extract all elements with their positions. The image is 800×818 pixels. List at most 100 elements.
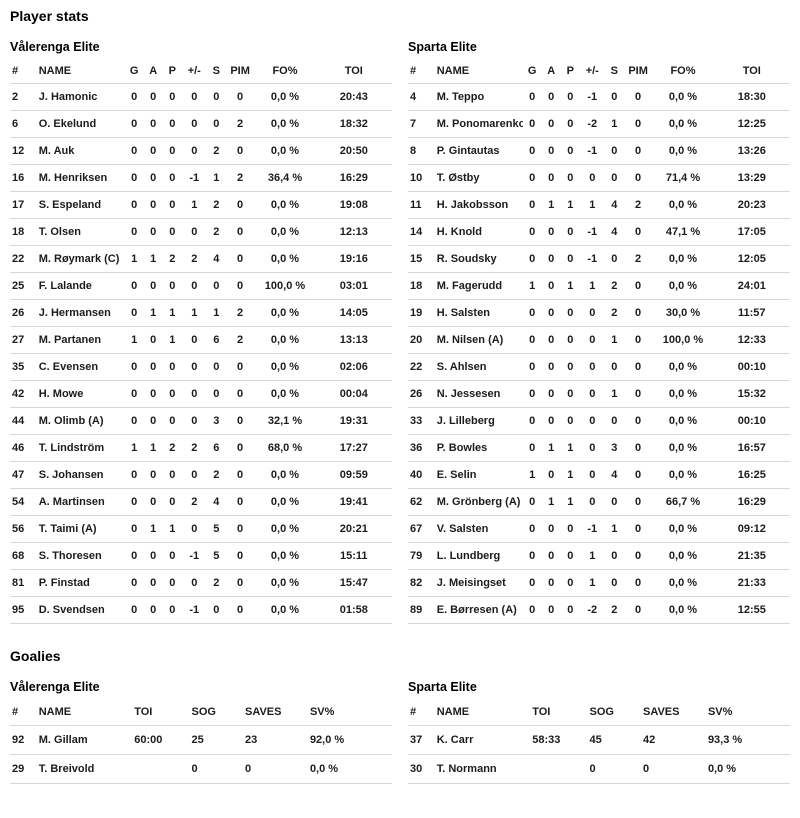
points-cell: 0 [162,542,182,570]
goalies-title: Goalies [10,648,61,664]
toi-cell: 58:33 [530,725,588,755]
pim-cell: 0 [225,515,255,543]
header-row: # NAME TOI SOG SAVES SV% [10,700,392,726]
shots-cell: 0 [206,353,226,381]
points-cell: 0 [560,326,580,354]
name-cell: M. Henriksen [36,164,125,192]
toi-cell [530,754,588,784]
fo-pct-cell: 0,0 % [652,515,714,543]
column-header-assists: A [143,60,163,84]
points-cell: 0 [162,380,182,408]
table-row: 20 M. Nilsen (A) 0 0 0 0 1 0 100,0 % 12:33 [408,326,790,354]
fo-pct-cell: 0,0 % [652,596,714,624]
plus-minus-cell: -1 [579,245,605,273]
column-header-saves: SAVES [243,700,308,726]
goals-cell: 0 [124,380,144,408]
fo-pct-cell: 0,0 % [254,110,316,138]
assists-cell: 0 [143,164,163,192]
points-cell: 0 [162,164,182,192]
table-row: 92 M. Gillam 60:00 25 23 92,0 % [10,725,392,755]
number-cell: 2 [10,83,37,111]
toi-cell: 12:25 [713,110,790,138]
table-row: 14 H. Knold 0 0 0 -1 4 0 47,1 % 17:05 [408,218,790,246]
name-cell: S. Thoresen [36,542,125,570]
fo-pct-cell: 0,0 % [652,542,714,570]
toi-cell: 20:21 [315,515,392,543]
points-cell: 0 [162,83,182,111]
shots-cell: 0 [206,596,226,624]
goals-cell: 0 [124,83,144,111]
name-cell: S. Espeland [36,191,125,219]
player-tables-grid: Vålerenga Elite # NAME G A P +/- S PIM FO% TOI 2 J.… [10,40,790,624]
table-row: 18 M. Fagerudd 1 0 1 1 2 0 0,0 % 24:01 [408,272,790,300]
goals-cell: 0 [522,542,542,570]
name-cell: O. Ekelund [36,110,125,138]
column-header-number: # [408,60,435,84]
sparta-player-table: # NAME G A P +/- S PIM FO% TOI 4 M. Teppo 0 0 0 -1 0 0 0,0… [408,60,790,624]
goals-cell: 0 [522,515,542,543]
points-cell: 0 [162,488,182,516]
assists-cell: 0 [143,596,163,624]
points-cell: 0 [560,569,580,597]
team-name-valerenga: Vålerenga Elite [10,40,100,54]
name-cell: A. Martinsen [36,488,125,516]
fo-pct-cell: 0,0 % [254,596,316,624]
shots-cell: 4 [206,245,226,273]
assists-cell: 0 [143,137,163,165]
toi-cell: 21:33 [713,569,790,597]
number-cell: 4 [408,83,435,111]
saves-cell: 0 [243,754,308,784]
sv-pct-cell: 0,0 % [307,754,392,784]
table-row: 22 M. Røymark (C) 1 1 2 2 4 0 0,0 % 19:16 [10,245,392,273]
toi-cell: 12:13 [315,218,392,246]
pim-cell: 0 [623,542,653,570]
sparta-player-section: Sparta Elite # NAME G A P +/- S PIM FO% TOI 4 M. Te… [408,40,790,624]
shots-cell: 0 [604,407,624,435]
points-cell: 0 [560,596,580,624]
assists-cell: 1 [541,488,561,516]
points-cell: 1 [162,326,182,354]
saves-cell: 42 [641,725,706,755]
name-cell: M. Ponomarenko [434,110,523,138]
shots-cell: 1 [604,326,624,354]
column-header-goals: G [124,60,144,84]
pim-cell: 0 [623,299,653,327]
plus-minus-cell: 0 [181,137,207,165]
points-cell: 0 [162,596,182,624]
column-header-name: NAME [434,60,523,84]
fo-pct-cell: 0,0 % [652,83,714,111]
pim-cell: 2 [623,245,653,273]
goals-cell: 0 [522,488,542,516]
sparta-goalie-section: Sparta Elite # NAME TOI SOG SAVES SV% 37 K. Car… [408,680,790,784]
fo-pct-cell: 0,0 % [652,272,714,300]
column-header-pim: PIM [225,60,255,84]
plus-minus-cell: 1 [181,299,207,327]
name-cell: J. Hamonic [36,83,125,111]
shots-cell: 4 [206,488,226,516]
fo-pct-cell: 71,4 % [652,164,714,192]
table-row: 12 M. Auk 0 0 0 0 2 0 0,0 % 20:50 [10,137,392,165]
plus-minus-cell: 0 [579,380,605,408]
pim-cell: 0 [225,83,255,111]
number-cell: 44 [10,407,37,435]
sog-cell: 25 [189,725,243,755]
plus-minus-cell: 0 [181,83,207,111]
toi-cell: 00:04 [315,380,392,408]
toi-cell: 15:32 [713,380,790,408]
goals-cell: 1 [522,272,542,300]
pim-cell: 0 [623,569,653,597]
number-cell: 8 [408,137,435,165]
table-row: 68 S. Thoresen 0 0 0 -1 5 0 0,0 % 15:11 [10,542,392,570]
column-header-toi: TOI [315,60,392,84]
goals-cell: 1 [124,326,144,354]
pim-cell: 0 [225,137,255,165]
fo-pct-cell: 0,0 % [652,434,714,462]
goals-cell: 0 [124,515,144,543]
points-cell: 2 [162,245,182,273]
number-cell: 30 [408,754,435,784]
plus-minus-cell: 1 [579,569,605,597]
plus-minus-cell: -1 [579,515,605,543]
shots-cell: 0 [604,542,624,570]
table-row: 62 M. Grönberg (A) 0 1 1 0 0 0 66,7 % 16:29 [408,488,790,516]
toi-cell: 16:25 [713,461,790,489]
